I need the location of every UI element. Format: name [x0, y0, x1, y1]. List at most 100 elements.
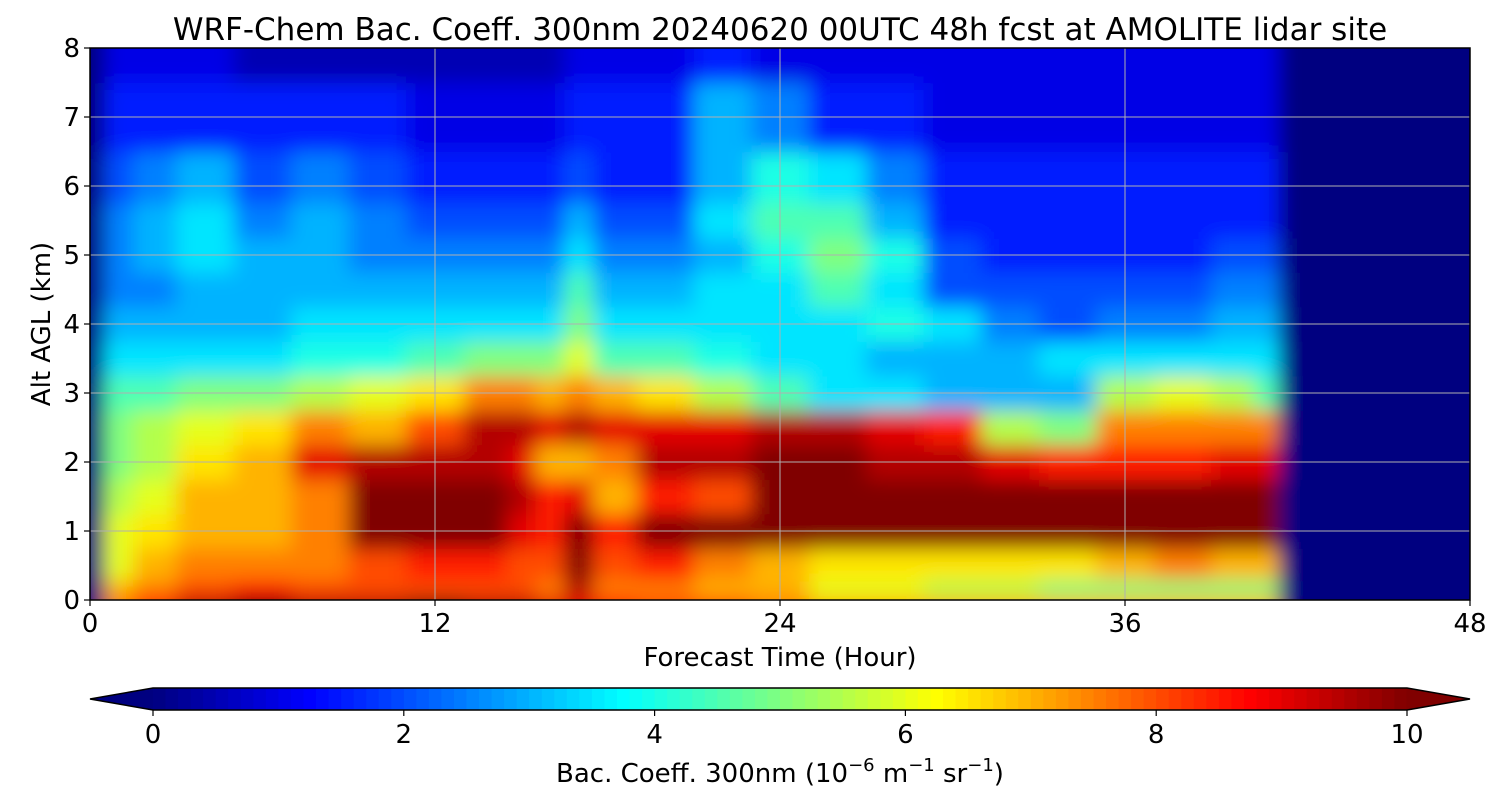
colorbar-tick-label: 8	[1148, 720, 1165, 750]
colorbar-segment	[629, 688, 643, 710]
colorbar-label: Bac. Coeff. 300nm (10−6 m−1 sr−1)	[556, 755, 1004, 789]
heatmap-cell	[866, 596, 925, 600]
heatmap-cell	[535, 579, 565, 598]
plot-area	[90, 48, 1470, 600]
heatmap-cell	[176, 272, 235, 308]
heatmap-cell	[1293, 151, 1385, 204]
y-axis: 0 1 2 3 4 5 6 7 8	[63, 34, 90, 616]
heatmap-cell	[233, 548, 292, 580]
colorbar-segment	[529, 688, 543, 710]
colorbar-segment	[153, 688, 167, 710]
colorbar-segment	[842, 688, 856, 710]
heatmap-cell	[1254, 203, 1280, 239]
heatmap-cell	[693, 596, 752, 600]
heatmap-cell	[1278, 548, 1294, 580]
heatmap-cell	[1278, 479, 1294, 515]
heatmap-cell	[693, 479, 752, 515]
heatmap-cell	[1211, 272, 1255, 308]
heatmap-cell	[1153, 579, 1212, 598]
heatmap-cell	[506, 479, 537, 515]
heatmap-cell	[1383, 479, 1470, 515]
heatmap-cell	[564, 203, 594, 239]
heatmap-cell	[866, 272, 925, 308]
y-axis-label: Alt AGL (km)	[27, 242, 57, 406]
heatmap-cell	[1254, 548, 1280, 580]
heatmap-cell	[176, 548, 235, 580]
colorbar-tick-label: 6	[897, 720, 914, 750]
heatmap-cell	[176, 151, 235, 204]
heatmap-cell	[176, 341, 235, 377]
colorbar-segment	[717, 688, 731, 710]
y-tick-label: 2	[63, 448, 80, 478]
heatmap-cell	[1038, 479, 1097, 515]
heatmap-cell	[564, 272, 594, 308]
colorbar-label-exp2: −1	[908, 755, 935, 776]
heatmap-cell	[693, 151, 752, 204]
heatmap-cell	[463, 548, 508, 580]
colorbar-tick-label: 2	[396, 720, 413, 750]
heatmap-cell	[1038, 410, 1097, 446]
heatmap-cell	[1383, 410, 1470, 446]
heatmap-cell	[133, 410, 177, 446]
heatmap-cell	[866, 203, 925, 239]
colorbar-segment	[1231, 688, 1245, 710]
heatmap-cell	[104, 410, 134, 446]
colorbar-segment	[805, 688, 819, 710]
heatmap-cell	[90, 548, 105, 580]
colorbar-segment	[1256, 688, 1270, 710]
x-tick-label: 24	[763, 609, 796, 639]
heatmap-cell	[808, 272, 867, 308]
heatmap-cell	[693, 341, 752, 377]
colorbar-segment	[566, 688, 580, 710]
colorbar-segment	[228, 688, 242, 710]
colorbar-segment	[1206, 688, 1220, 710]
heatmap-cell	[636, 479, 695, 515]
heatmap-cell	[104, 479, 134, 515]
heatmap-cell	[593, 410, 637, 446]
heatmap-cell	[981, 203, 1040, 239]
heatmap-cell	[808, 479, 867, 515]
heatmap-cell	[176, 410, 235, 446]
heatmap-cell	[808, 596, 867, 600]
heatmap-cell	[808, 548, 867, 580]
colorbar-segment	[1156, 688, 1170, 710]
heatmap-cell	[1293, 596, 1385, 600]
colorbar-gradient	[90, 688, 1470, 710]
heatmap-cell	[463, 479, 508, 515]
colorbar-segment	[579, 688, 593, 710]
heatmap-cell	[923, 48, 982, 84]
heatmap-cell	[1153, 548, 1212, 580]
colorbar-segment	[190, 688, 204, 710]
colorbar-segment	[378, 688, 392, 710]
colorbar-segment	[1243, 688, 1258, 710]
heatmap-cell	[593, 548, 637, 580]
colorbar-segment	[541, 688, 555, 710]
heatmap-cell	[1278, 48, 1294, 84]
colorbar-segment	[1319, 688, 1333, 710]
heatmap-cell	[291, 479, 350, 515]
heatmap-cell	[104, 596, 134, 600]
colorbar-segment	[943, 688, 957, 710]
colorbar-segment	[855, 688, 869, 710]
colorbar-segment	[353, 688, 367, 710]
heatmap-cell	[1254, 579, 1280, 598]
colorbar-segment	[591, 688, 606, 710]
heatmap-cell	[90, 579, 105, 598]
colorbar-label-end: )	[994, 759, 1004, 789]
colorbar-segment	[1306, 688, 1320, 710]
heatmap-cell	[981, 579, 1040, 598]
heatmap-cell	[104, 548, 134, 580]
heatmap-cell	[636, 579, 695, 598]
heatmap-cell	[1153, 341, 1212, 377]
colorbar: 0 2 4 6 8 10 Bac. Coeff. 300nm (10−6 m−1 sr−1…	[89, 687, 1471, 789]
colorbar-label-exp3: −1	[967, 755, 994, 776]
heatmap-cell	[1038, 203, 1097, 239]
heatmap-cell	[463, 410, 508, 446]
colorbar-segment	[1218, 688, 1233, 710]
colorbar-segment	[1394, 688, 1408, 710]
heatmap-field	[90, 48, 1470, 600]
heatmap-cell	[291, 548, 350, 580]
heatmap-cell	[104, 272, 134, 308]
y-tick-label: 3	[63, 379, 80, 409]
